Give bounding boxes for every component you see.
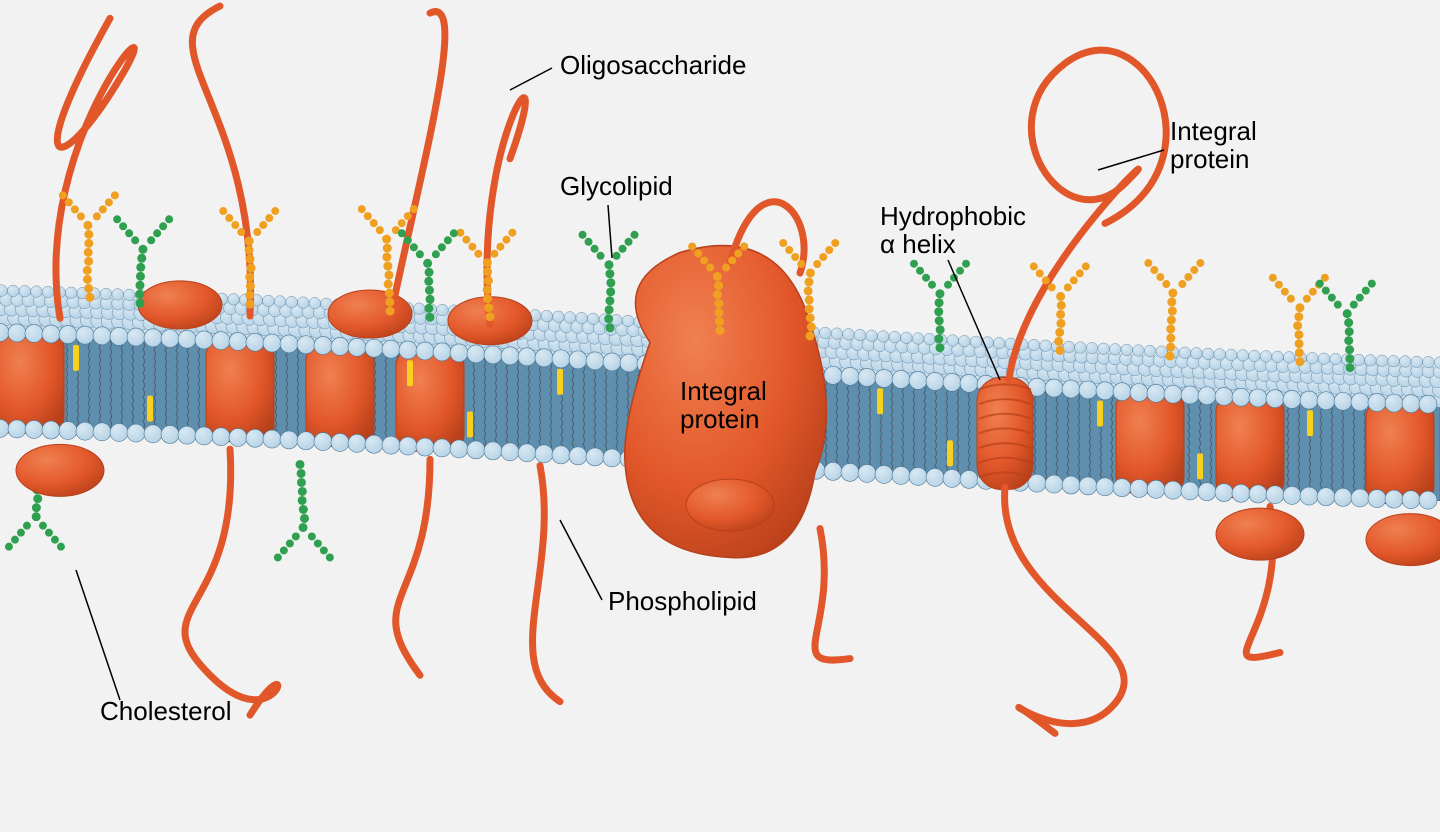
label-oligosaccharide: Oligosaccharide (560, 50, 746, 80)
cholesterol (1307, 410, 1313, 436)
cholesterol (947, 440, 953, 466)
cholesterol (467, 412, 473, 438)
label-phospholipid: Phospholipid (608, 586, 757, 616)
label-cholesterol: Cholesterol (100, 696, 232, 726)
cholesterol (1097, 401, 1103, 427)
cholesterol (557, 369, 563, 395)
label-integral_protein_center: Integralprotein (680, 376, 767, 434)
cholesterol (877, 388, 883, 414)
cholesterol (407, 360, 413, 386)
cholesterol (73, 345, 79, 371)
label-glycolipid: Glycolipid (560, 171, 673, 201)
cholesterol (1197, 453, 1203, 479)
label-integral_protein_top: Integralprotein (1170, 116, 1257, 174)
cholesterol (147, 396, 153, 422)
